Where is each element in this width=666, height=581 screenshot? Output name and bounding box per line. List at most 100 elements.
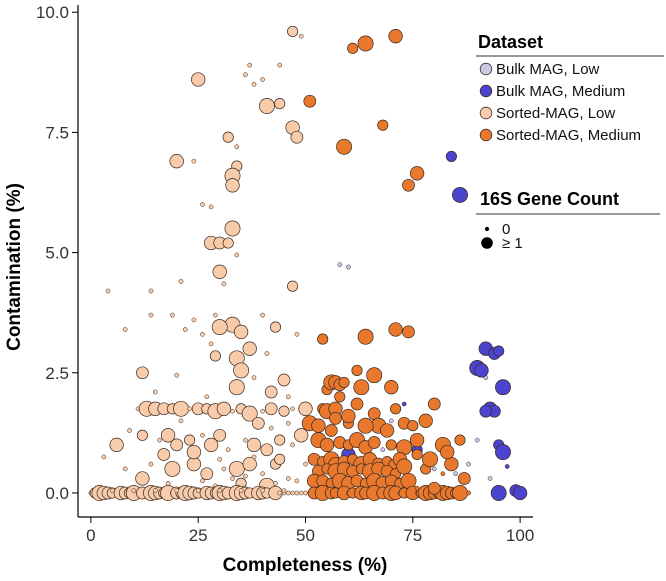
data-point xyxy=(290,406,295,412)
size-legend-swatch xyxy=(481,237,493,249)
data-point xyxy=(366,367,383,384)
data-point xyxy=(440,471,446,477)
data-point xyxy=(414,485,420,491)
legend-item: Bulk MAG, Low xyxy=(479,61,600,78)
legend: Dataset Bulk MAG, Low Bulk MAG, Medium Sor… xyxy=(476,32,664,252)
data-point xyxy=(203,437,219,453)
data-point xyxy=(225,178,240,193)
legend-swatch xyxy=(479,62,493,76)
data-point xyxy=(195,488,201,493)
data-point xyxy=(157,437,162,443)
data-point xyxy=(294,478,300,484)
data-point xyxy=(298,33,304,39)
x-tick-label: 50 xyxy=(296,526,315,545)
data-point xyxy=(493,345,505,357)
legend-item: Sorted-MAG, Medium xyxy=(479,127,641,144)
data-point xyxy=(105,288,111,294)
data-point xyxy=(178,418,184,424)
data-point xyxy=(303,94,317,108)
data-point xyxy=(277,62,283,68)
data-point xyxy=(221,281,227,287)
x-axis-title: Completeness (%) xyxy=(223,555,388,576)
data-point xyxy=(351,364,363,376)
data-point xyxy=(148,288,154,294)
x-tick-label: 0 xyxy=(86,526,95,545)
data-point xyxy=(264,385,278,399)
data-point xyxy=(402,178,415,192)
legend-label: Bulk MAG, Medium xyxy=(496,83,625,100)
data-point xyxy=(273,480,278,486)
data-point xyxy=(350,397,364,411)
data-point xyxy=(213,428,227,442)
data-point xyxy=(213,312,218,318)
data-point xyxy=(221,466,227,472)
data-point xyxy=(157,448,171,461)
y-tick-label: 2.5 xyxy=(45,364,69,383)
data-point xyxy=(431,466,437,472)
data-point xyxy=(495,444,511,461)
legend-dataset-title: Dataset xyxy=(478,32,543,52)
data-point xyxy=(402,325,415,339)
data-point xyxy=(427,481,441,495)
data-point xyxy=(238,488,244,493)
data-point xyxy=(173,400,189,417)
legend-swatch xyxy=(479,128,493,142)
data-point xyxy=(187,406,192,412)
data-point xyxy=(208,341,214,347)
data-point xyxy=(182,327,188,332)
data-point xyxy=(380,447,386,453)
data-point xyxy=(418,413,433,428)
data-point xyxy=(411,448,423,461)
data-point xyxy=(303,490,308,496)
data-point xyxy=(122,466,128,472)
legend-label: Bulk MAG, Low xyxy=(496,61,600,78)
data-point xyxy=(269,321,282,333)
size-legend-swatch xyxy=(484,226,490,232)
data-point xyxy=(234,144,240,150)
data-point xyxy=(200,467,214,481)
data-point xyxy=(211,319,228,336)
data-point xyxy=(217,456,223,462)
data-point xyxy=(148,461,154,467)
points-layer xyxy=(88,25,528,501)
x-tick-label: 25 xyxy=(189,526,208,545)
data-point xyxy=(385,439,397,451)
data-point xyxy=(122,327,128,332)
data-point xyxy=(186,444,202,460)
data-point xyxy=(379,423,395,438)
data-point xyxy=(225,447,231,453)
data-point xyxy=(228,379,245,396)
data-point xyxy=(278,405,290,417)
data-point xyxy=(200,432,205,438)
legend-size-title: 16S Gene Count xyxy=(480,189,619,209)
data-point xyxy=(204,394,210,400)
data-point xyxy=(285,490,291,496)
data-point xyxy=(285,476,291,481)
data-point xyxy=(490,485,507,501)
y-tick-label: 0.0 xyxy=(45,484,69,503)
data-point xyxy=(377,119,389,131)
data-point xyxy=(230,476,235,481)
data-point xyxy=(384,380,399,395)
data-point xyxy=(170,438,184,452)
data-point xyxy=(388,418,394,424)
data-point xyxy=(200,202,205,207)
data-point xyxy=(334,391,346,403)
data-point xyxy=(287,25,299,37)
data-point xyxy=(311,418,326,433)
data-point xyxy=(367,436,381,449)
data-point xyxy=(260,408,265,414)
data-point xyxy=(290,130,304,144)
legend-label: Sorted-MAG, Medium xyxy=(496,127,641,144)
data-point xyxy=(409,166,425,181)
data-point xyxy=(298,401,313,416)
data-point xyxy=(260,488,265,493)
legend-swatch xyxy=(479,106,493,120)
data-point xyxy=(277,490,283,496)
data-point xyxy=(452,485,468,501)
data-point xyxy=(287,280,299,292)
data-point xyxy=(186,456,202,472)
data-point xyxy=(303,461,308,467)
data-point xyxy=(338,376,350,388)
